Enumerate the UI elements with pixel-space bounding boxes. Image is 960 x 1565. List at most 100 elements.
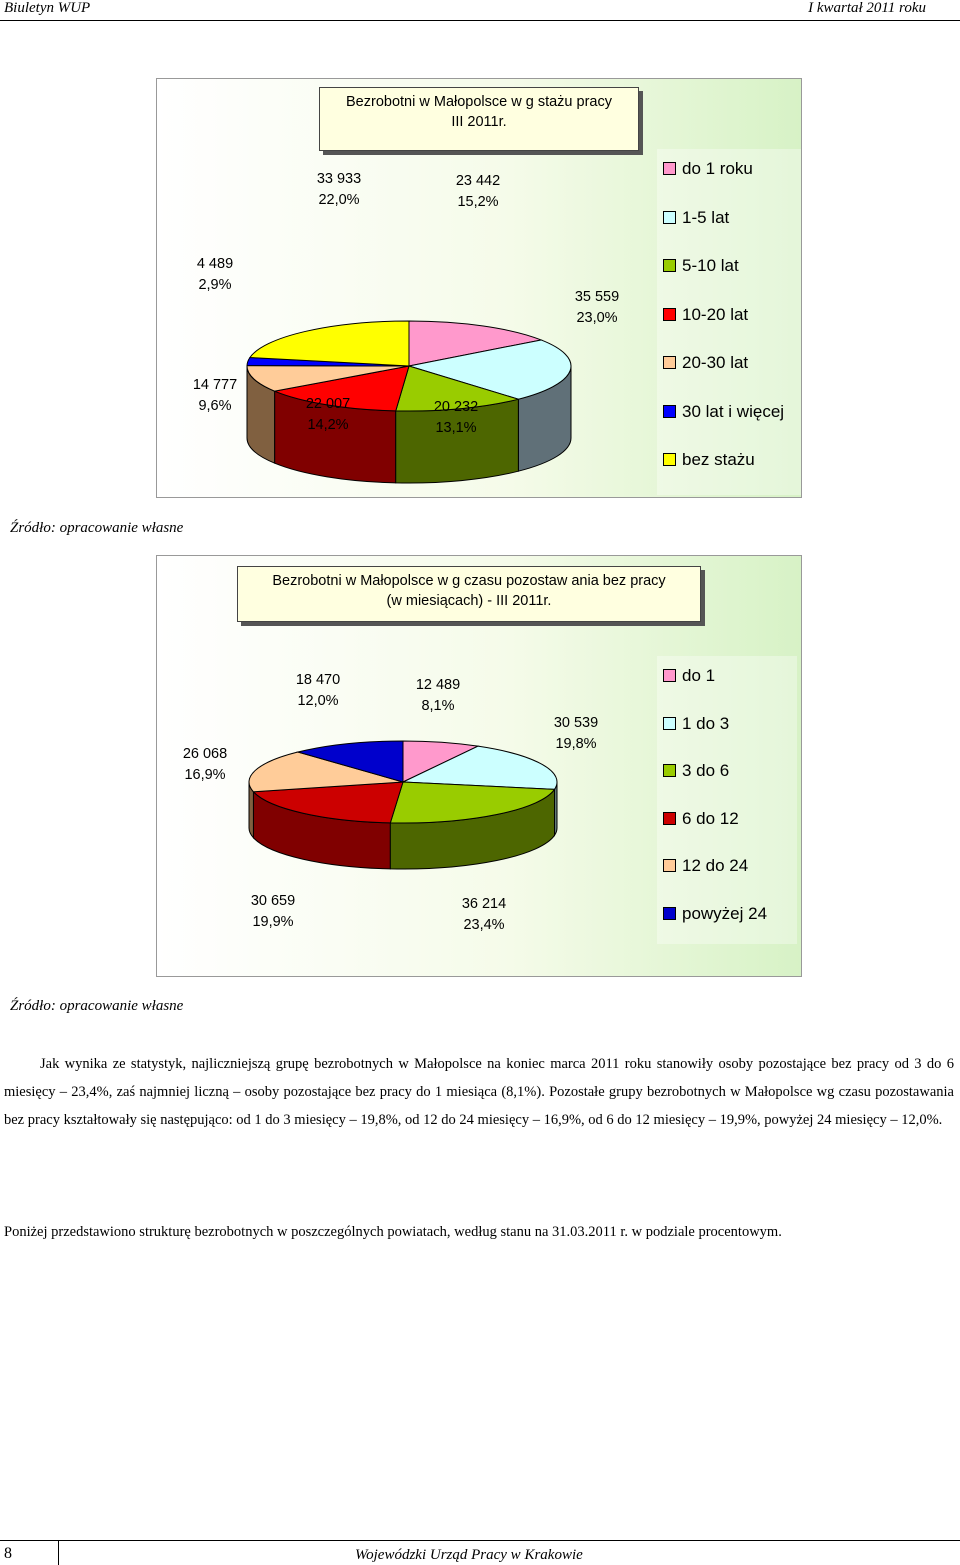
legend-label: 10-20 lat bbox=[682, 304, 749, 324]
legend-label: 30 lat i więcej bbox=[682, 401, 785, 421]
chart-experience: Bezrobotni w Małopolsce w g stażu pracy … bbox=[156, 78, 802, 498]
data-label: 18 470 12,0% bbox=[273, 670, 363, 712]
data-label-percent: 8,1% bbox=[421, 698, 455, 714]
footer-divider bbox=[0, 1540, 960, 1541]
legend-swatch bbox=[663, 716, 676, 730]
data-label: 26 068 16,9% bbox=[160, 744, 250, 786]
data-label: 23 442 15,2% bbox=[433, 171, 523, 213]
pie-slice-20-30-lat bbox=[246, 365, 410, 392]
pie-slice-bez-stażu bbox=[249, 320, 410, 367]
legend-label: 20-30 lat bbox=[682, 353, 749, 372]
data-label: 30 539 19,8% bbox=[531, 713, 621, 755]
legend-label: 5-10 lat bbox=[682, 256, 739, 275]
data-label: 12 489 8,1% bbox=[393, 675, 483, 717]
pie-experience bbox=[246, 320, 572, 484]
chart-duration-title: Bezrobotni w Małopolsce w g czasu pozost… bbox=[237, 566, 701, 622]
data-label-percent: 12,0% bbox=[297, 693, 339, 709]
chart-experience-title: Bezrobotni w Małopolsce w g stażu pracy … bbox=[319, 87, 639, 151]
data-label-percent: 2,9% bbox=[198, 277, 232, 293]
data-label: 4 489 2,9% bbox=[170, 254, 260, 296]
data-label-value: 30 659 bbox=[250, 893, 296, 909]
pie-slice-5-10-lat bbox=[395, 365, 521, 412]
data-label-value: 35 559 bbox=[574, 289, 620, 305]
data-label: 36 214 23,4% bbox=[439, 894, 529, 936]
data-label: 33 933 22,0% bbox=[294, 169, 384, 211]
source-note: Źródło: opracowanie własne bbox=[10, 520, 184, 536]
pie-duration bbox=[248, 740, 558, 870]
pie-slice-10-20-lat bbox=[272, 365, 410, 412]
legend-item: 6 do 12 bbox=[663, 809, 739, 829]
paragraph-intro: Poniżej przedstawiono strukturę bezrobot… bbox=[4, 1218, 954, 1246]
data-label-value: 36 214 bbox=[461, 896, 507, 912]
header-left: Biuletyn WUP bbox=[4, 0, 91, 16]
data-label-value: 4 489 bbox=[196, 256, 234, 272]
data-label-value: 30 539 bbox=[553, 715, 599, 731]
legend-swatch bbox=[663, 906, 676, 920]
legend-swatch bbox=[663, 859, 676, 872]
footer-separator bbox=[58, 1541, 59, 1565]
pie-slice-1-do-3 bbox=[402, 745, 558, 790]
header-divider bbox=[0, 20, 960, 21]
data-label-value: 22 007 bbox=[305, 396, 351, 412]
chart-title-text: Bezrobotni w Małopolsce w g stażu pracy … bbox=[346, 94, 612, 130]
data-label-percent: 19,8% bbox=[555, 736, 597, 752]
legend-label: 6 do 12 bbox=[682, 808, 739, 828]
paragraph-text: Jak wynika ze statystyk, najliczniejszą … bbox=[4, 1056, 954, 1128]
data-label-value: 33 933 bbox=[316, 171, 362, 187]
data-label-percent: 19,9% bbox=[252, 914, 294, 930]
data-label-percent: 13,1% bbox=[435, 420, 477, 436]
data-label-percent: 23,0% bbox=[576, 310, 618, 326]
pie-slice-powyżej-24 bbox=[295, 740, 404, 783]
data-label: 14 777 9,6% bbox=[170, 375, 260, 417]
source-note: Źródło: opracowanie własne bbox=[10, 998, 184, 1014]
pie-slice-3-do-6 bbox=[389, 781, 556, 824]
legend-item: powyżej 24 bbox=[663, 904, 767, 924]
data-label: 30 659 19,9% bbox=[228, 891, 318, 933]
data-label-percent: 15,2% bbox=[457, 194, 499, 210]
legend-item: do 1 bbox=[663, 666, 715, 686]
pie-slice-1-5-lat bbox=[408, 339, 572, 400]
chart-experience-legend: do 1 roku 1-5 lat 5-10 lat 10-20 lat 20-30 l… bbox=[657, 149, 801, 495]
legend-swatch bbox=[663, 210, 676, 224]
legend-label: powyżej 24 bbox=[682, 903, 768, 923]
data-label-percent: 9,6% bbox=[198, 398, 232, 414]
pie-slice-do-1-roku bbox=[408, 320, 543, 367]
paragraph-summary: Jak wynika ze statystyk, najliczniejszą … bbox=[4, 1050, 954, 1134]
legend-swatch bbox=[663, 404, 676, 418]
chart-duration: Bezrobotni w Małopolsce w g czasu pozost… bbox=[156, 555, 802, 977]
legend-item: do 1 roku bbox=[663, 159, 753, 179]
legend-swatch bbox=[663, 453, 676, 466]
legend-label: 1-5 lat bbox=[682, 207, 730, 227]
legend-swatch bbox=[663, 764, 676, 777]
legend-swatch bbox=[663, 669, 676, 682]
data-label: 22 007 14,2% bbox=[283, 394, 373, 436]
legend-label: 1 do 3 bbox=[682, 713, 730, 733]
legend-item: 1-5 lat bbox=[663, 208, 729, 228]
data-label-percent: 23,4% bbox=[463, 917, 505, 933]
legend-swatch bbox=[663, 356, 676, 369]
legend-item: 1 do 3 bbox=[663, 714, 729, 734]
data-label-value: 23 442 bbox=[455, 173, 501, 189]
data-label-value: 14 777 bbox=[192, 377, 238, 393]
data-label-value: 26 068 bbox=[182, 746, 228, 762]
legend-item: bez stażu bbox=[663, 450, 755, 470]
legend-item: 5-10 lat bbox=[663, 256, 739, 276]
legend-item: 10-20 lat bbox=[663, 305, 748, 325]
legend-item: 3 do 6 bbox=[663, 761, 729, 781]
paragraph-text: Poniżej przedstawiono strukturę bezrobot… bbox=[4, 1224, 782, 1240]
data-label-percent: 22,0% bbox=[318, 192, 360, 208]
pie-slice-12-do-24 bbox=[248, 751, 404, 793]
footer-org: Wojewódzki Urząd Pracy w Krakowie bbox=[355, 1547, 583, 1563]
data-label-value: 20 232 bbox=[433, 399, 479, 415]
legend-label: do 1 roku bbox=[682, 159, 753, 178]
legend-item: 30 lat i więcej bbox=[663, 402, 784, 422]
legend-label: 3 do 6 bbox=[682, 761, 730, 780]
pie-slice-6-do-12 bbox=[252, 781, 404, 824]
legend-label: 12 do 24 bbox=[682, 856, 749, 875]
data-label: 35 559 23,0% bbox=[552, 287, 642, 329]
legend-label: do 1 bbox=[682, 666, 716, 685]
data-label: 20 232 13,1% bbox=[411, 397, 501, 439]
legend-swatch bbox=[663, 162, 676, 175]
data-label-percent: 16,9% bbox=[184, 767, 226, 783]
legend-swatch bbox=[663, 811, 676, 825]
